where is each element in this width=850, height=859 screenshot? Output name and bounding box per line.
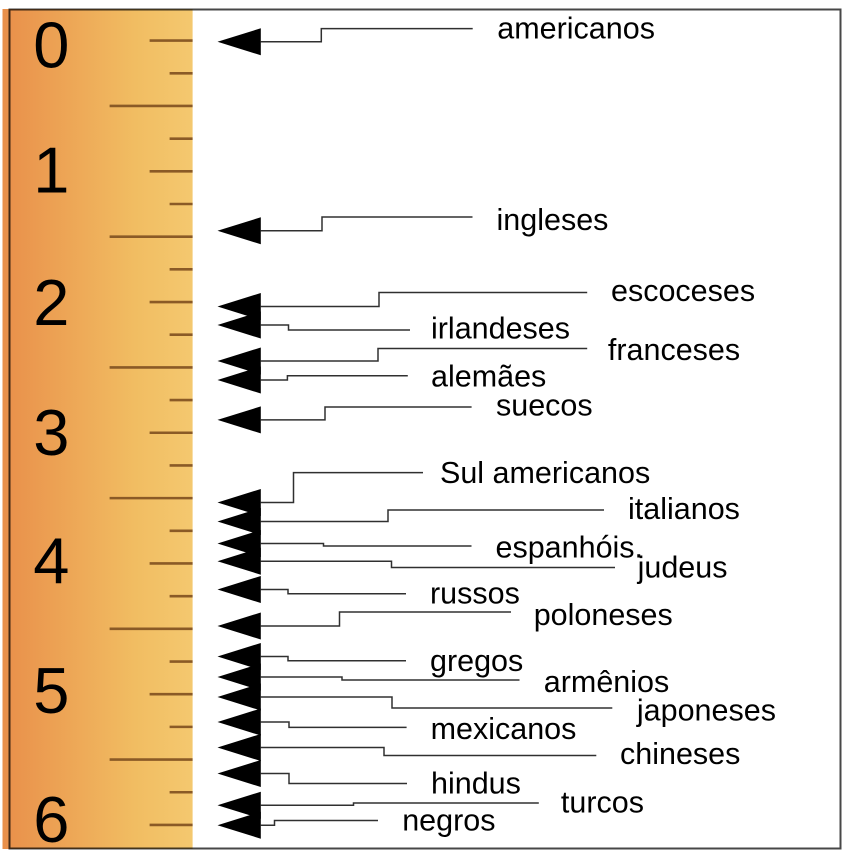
value-arrow	[217, 734, 261, 761]
value-arrow	[217, 811, 261, 839]
connector-line	[260, 802, 539, 806]
group-label: japoneses	[636, 693, 776, 727]
ruler-numbers: 0 1 2 3 4 5 6	[33, 8, 69, 856]
group-label: espanhóis.	[496, 531, 644, 565]
connector-line	[260, 819, 378, 826]
connector-line	[260, 696, 613, 709]
connector-line	[260, 471, 423, 504]
connector-line	[260, 655, 406, 662]
ruler-number-3: 3	[33, 396, 69, 469]
group-label: Sul americanos	[440, 456, 650, 490]
group-label: ingleses	[497, 203, 609, 237]
group-label: gregos	[430, 644, 523, 678]
value-arrow	[217, 508, 261, 535]
group-label: hindus	[431, 767, 521, 801]
group-label: alemães	[431, 360, 546, 394]
group-label: poloneses	[534, 598, 673, 632]
group-label: italianos	[628, 492, 740, 526]
value-arrow	[217, 576, 261, 603]
connector-line	[260, 347, 588, 362]
connector-line	[260, 509, 604, 523]
group-label: mexicanos	[431, 712, 577, 746]
group-markers: americanos ingleses escoceses irlandeses fra…	[217, 12, 776, 839]
value-arrow	[217, 760, 261, 787]
connector-line	[260, 406, 472, 421]
ruler-ticks	[109, 39, 193, 827]
value-arrow	[217, 708, 261, 736]
ruler-number-2: 2	[33, 266, 69, 339]
group-label: negros	[402, 804, 495, 838]
group-label: franceses	[608, 333, 740, 367]
value-arrow	[217, 293, 261, 320]
figure-frame-border	[8, 8, 842, 850]
value-arrow	[217, 663, 261, 691]
value-arrow	[217, 791, 261, 819]
group-label: turcos	[561, 786, 644, 820]
group-label: irlandeses	[431, 312, 570, 346]
value-arrow	[217, 366, 261, 394]
value-arrow	[217, 612, 261, 640]
value-arrow	[217, 547, 261, 575]
connector-line	[260, 542, 472, 547]
ruler-strip	[2, 9, 193, 849]
ruler-number-0: 0	[33, 8, 69, 81]
group-label: escoceses	[611, 274, 755, 308]
ruler-number-5: 5	[33, 654, 69, 727]
group-label: americanos	[497, 12, 655, 46]
value-arrow	[217, 217, 261, 245]
value-arrow	[217, 28, 261, 56]
connector-line	[260, 560, 615, 569]
value-arrow	[217, 347, 261, 375]
connector-line	[260, 216, 473, 232]
ruler-number-4: 4	[33, 524, 69, 597]
connector-line	[260, 291, 588, 308]
group-label: armênios	[544, 665, 669, 699]
connector-line	[260, 375, 408, 381]
ruler-number-1: 1	[33, 134, 69, 207]
group-label: chineses	[620, 737, 740, 771]
connector-line	[260, 611, 511, 627]
value-arrow	[217, 530, 261, 557]
value-arrow	[217, 406, 261, 434]
connector-line	[260, 588, 406, 595]
connector-line	[260, 746, 597, 757]
connector-line	[260, 27, 473, 43]
value-arrow	[217, 683, 261, 711]
group-label: suecos	[496, 389, 593, 423]
connector-line	[260, 676, 520, 681]
connector-line	[260, 324, 410, 331]
connector-line	[260, 772, 407, 785]
group-label: russos	[430, 577, 520, 611]
value-arrow	[217, 489, 261, 516]
ruler-number-6: 6	[33, 783, 69, 856]
connector-line	[260, 721, 407, 729]
value-arrow	[217, 643, 261, 670]
value-arrow	[217, 311, 261, 339]
group-label: judeus	[637, 550, 728, 584]
